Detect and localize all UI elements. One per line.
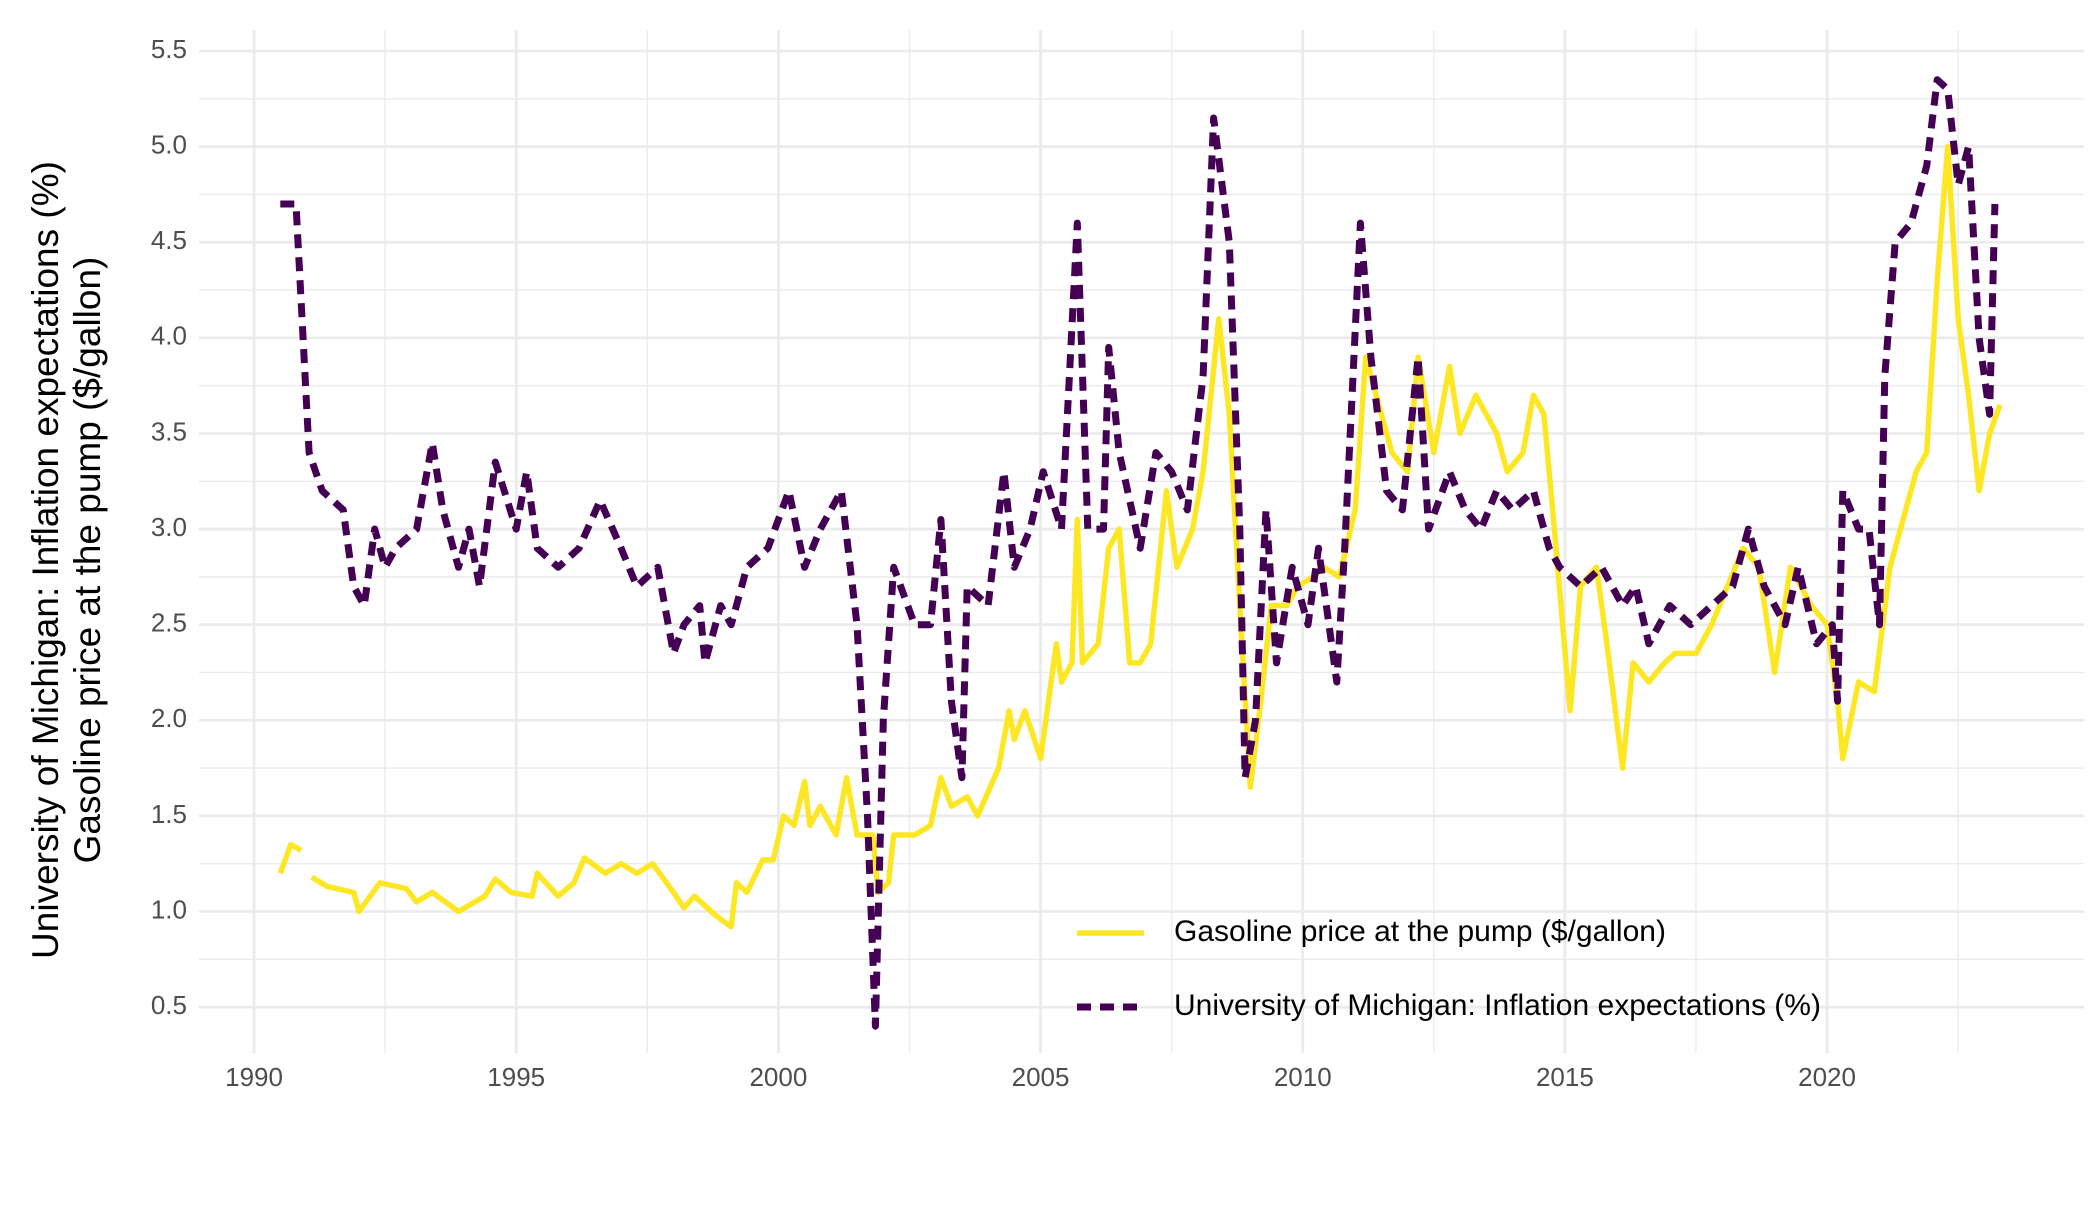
y-axis-title-line: University of Michigan: Inflation expect…	[25, 161, 66, 959]
x-tick-label: 2015	[1536, 1062, 1594, 1092]
legend: Gasoline price at the pump ($/gallon) Uni…	[1077, 915, 1821, 1022]
y-axis-title-line: Gasoline price at the pump ($/gallon)	[67, 257, 108, 864]
x-tick-label: 2010	[1274, 1062, 1332, 1092]
x-tick-label: 1995	[487, 1062, 545, 1092]
y-tick-label: 1.0	[151, 894, 187, 924]
y-tick-label: 5.5	[151, 34, 187, 64]
x-tick-label: 2005	[1012, 1062, 1070, 1092]
legend-label: University of Michigan: Inflation expect…	[1174, 989, 1821, 1022]
y-tick-label: 2.0	[151, 703, 187, 733]
y-tick-label: 4.5	[151, 225, 187, 255]
x-tick-label: 1990	[225, 1062, 283, 1092]
x-tick-label: 2020	[1798, 1062, 1856, 1092]
series-line	[280, 76, 1999, 1030]
y-tick-label: 4.0	[151, 321, 187, 351]
y-tick-label: 3.5	[151, 416, 187, 446]
y-tick-label: 1.5	[151, 799, 187, 829]
y-tick-label: 0.5	[151, 990, 187, 1020]
x-tick-label: 2000	[749, 1062, 807, 1092]
legend-label: Gasoline price at the pump ($/gallon)	[1174, 915, 1666, 948]
y-tick-label: 2.5	[151, 608, 187, 638]
y-axis-title: University of Michigan: Inflation expect…	[25, 161, 108, 959]
y-tick-label: 3.0	[151, 512, 187, 542]
y-tick-label: 5.0	[151, 130, 187, 160]
